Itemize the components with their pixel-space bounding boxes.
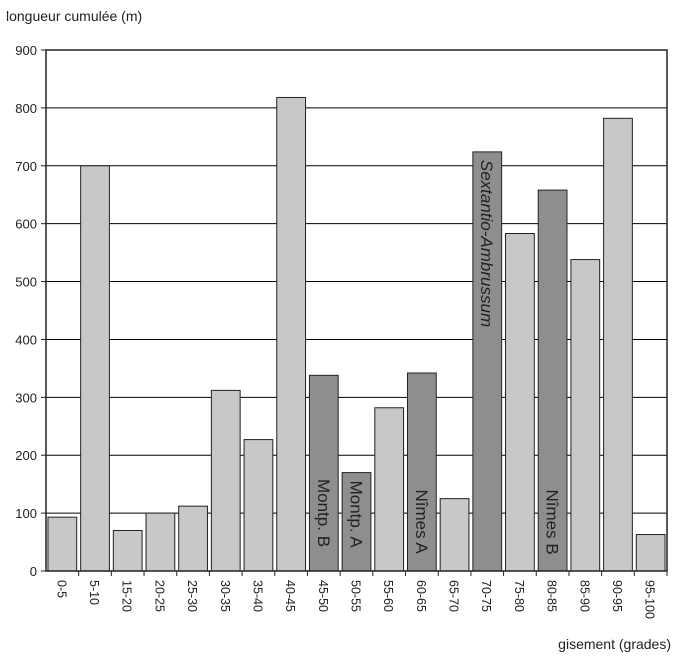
bar-40-45 [276,96,307,572]
x-tick-label: 5-10 [87,580,101,605]
bar-annotation: Montp. B [314,479,333,547]
bars [47,96,666,572]
x-tick-label: 40-45 [283,580,297,612]
x-tick-label: 25-30 [185,580,199,612]
bar-annotation: Nîmes A [412,490,431,555]
bar-30-35 [210,389,241,572]
bar-80-85 [537,189,568,572]
bar-95-100 [635,534,666,572]
plot-frame [45,49,668,572]
x-tick-label: 15-20 [120,580,134,612]
x-tick-label: 55-60 [381,580,395,612]
x-tick-label: 70-75 [479,580,493,612]
y-tick-label: 200 [15,448,37,463]
x-tick-label: 0-5 [54,580,68,598]
x-axis-title: gisement (grades) [558,636,671,652]
bar-annotation: Sextantio-Ambrussum [477,160,496,327]
bar-50-55 [341,472,372,572]
y-axis-title: longueur cumulée (m) [6,8,143,24]
bar-25-30 [178,505,208,572]
bar-55-60 [374,407,405,572]
y-tick-labels: 0 100 200 300 400 500 600 700 800 900 [15,43,46,579]
y-tick-label: 800 [15,101,37,116]
x-tick-label: 50-55 [349,580,363,612]
y-tick-label: 400 [15,332,37,347]
y-tick-label: 100 [15,506,37,521]
bar-0-5 [47,516,78,572]
bar-annotation: Montp. A [347,481,366,549]
y-tick-label: 600 [15,217,37,232]
x-tick-label: 35-40 [250,580,264,612]
bar-annotation: Nîmes B [543,490,562,555]
bar-20-25 [145,512,176,572]
bar-5-10 [80,165,110,572]
bar-75-80 [505,233,535,572]
y-tick-label: 500 [15,275,37,290]
bar-65-70 [439,498,470,572]
bar-15-20 [112,529,143,572]
x-tick-label: 45-50 [316,580,330,612]
bar-annotations: Montp. B Montp. A Nîmes A Sextantio-Ambruss… [314,160,562,555]
bar-70-75 [472,151,503,572]
y-tick-label: 700 [15,159,37,174]
bar-60-65 [406,372,437,572]
x-tick-label: 90-95 [610,580,624,612]
x-tick-label: 95-100 [643,580,657,619]
y-tick-label: 300 [15,390,37,405]
bar-35-40 [243,439,274,572]
y-tick-label: 900 [15,43,37,58]
y-tick-label: 0 [30,564,37,579]
x-tick-label: 30-35 [218,580,232,612]
x-tick-label: 80-85 [545,580,559,612]
bar-85-90 [570,259,601,572]
bar-90-95 [603,117,633,572]
x-tick-label: 20-25 [152,580,166,612]
x-tick-label: 75-80 [512,580,526,612]
x-tick-label: 60-65 [414,580,428,612]
x-tick-label: 85-90 [577,580,591,612]
x-tick-labels: 0-5 5-10 15-20 20-25 25-30 30-35 35-40 40-45 45-… [54,571,668,619]
x-tick-label: 65-70 [447,580,461,612]
